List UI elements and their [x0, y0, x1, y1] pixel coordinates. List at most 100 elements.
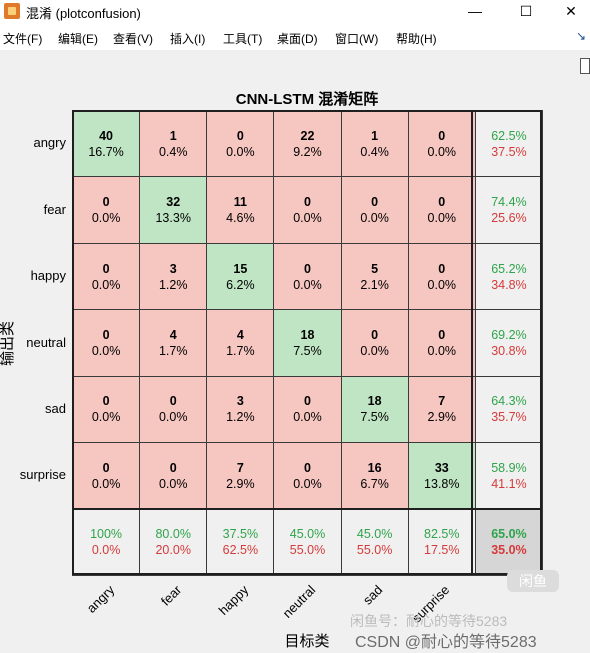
window-title: 混淆 (plotconfusion) — [26, 6, 141, 21]
cell-percent: 1.7% — [158, 343, 188, 358]
cell-percent: 4.6% — [226, 211, 255, 226]
close-button[interactable]: ✕ — [565, 2, 577, 19]
column-summary-cell: 80.0% 20.0% — [139, 508, 208, 576]
row-error: 37.5% — [491, 144, 527, 159]
overall-accuracy-cell: 65.0% 35.0% — [474, 508, 543, 576]
watermark-faint-text: 闲鱼号：耐心的等待5283 — [350, 613, 508, 629]
menu-desktop[interactable]: 桌面(D) — [277, 32, 318, 46]
matrix-cell: 0 0.0% — [72, 442, 141, 510]
row-summary-cell: 65.2% 34.8% — [474, 242, 543, 311]
cell-count: 0 — [304, 195, 311, 210]
column-error: 55.0% — [356, 543, 393, 558]
matrix-cell: 0 0.0% — [139, 442, 208, 510]
cell-count: 16 — [367, 460, 382, 475]
row-error: 41.1% — [491, 476, 527, 491]
menu-edit[interactable]: 编辑(E) — [58, 32, 98, 46]
cell-count: 40 — [99, 128, 114, 143]
row-precision: 58.9% — [491, 460, 527, 475]
cell-count: 0 — [371, 195, 379, 210]
row-precision: 69.2% — [491, 327, 527, 342]
cell-percent: 0.0% — [427, 144, 457, 159]
matrix-cell: 7 2.9% — [206, 442, 275, 510]
cell-percent: 0.0% — [226, 144, 255, 159]
cell-percent: 0.4% — [360, 144, 389, 159]
column-recall: 45.0% — [289, 527, 326, 542]
row-summary-cell: 64.3% 35.7% — [474, 375, 543, 444]
matrix-cell: 0 0.0% — [273, 242, 342, 311]
row-error: 34.8% — [491, 277, 527, 292]
column-error: 17.5% — [424, 543, 460, 558]
matrix-cell: 40 16.7% — [72, 110, 141, 178]
cell-count: 0 — [438, 261, 446, 276]
cell-count: 22 — [300, 128, 315, 143]
column-error: 55.0% — [289, 543, 326, 558]
column-error: 62.5% — [222, 543, 259, 558]
cell-percent: 0.4% — [158, 144, 188, 159]
cell-count: 3 — [236, 394, 244, 409]
dock-arrow-icon[interactable]: ↘ — [575, 29, 586, 43]
matrix-cell: 0 0.0% — [407, 309, 476, 377]
cell-percent: 6.2% — [226, 277, 255, 292]
matrix-cell: 0 0.0% — [139, 375, 208, 444]
menu-help[interactable]: 帮助(H) — [396, 32, 437, 46]
maximize-button[interactable]: ☐ — [519, 2, 533, 19]
menu-file[interactable]: 文件(F) — [3, 32, 43, 46]
matrix-cell: 5 2.1% — [340, 242, 409, 311]
matrix-cell: 3 1.2% — [206, 375, 275, 444]
minimize-button[interactable]: — — [468, 3, 482, 19]
matrix-cell: 16 6.7% — [340, 442, 409, 510]
cell-percent: 0.0% — [91, 211, 121, 226]
matrix-cell: 33 13.8% — [407, 442, 476, 510]
cell-count: 1 — [169, 128, 177, 143]
cell-count: 33 — [434, 460, 449, 475]
x-axis-label: 目标类 — [284, 633, 330, 650]
watermark-text: CSDN @耐心的等待5283 — [355, 634, 537, 651]
cell-percent: 9.2% — [293, 144, 322, 159]
menu-insert[interactable]: 插入(I) — [170, 32, 206, 46]
cell-percent: 2.9% — [226, 476, 255, 491]
cell-count: 0 — [169, 460, 177, 475]
cell-count: 11 — [233, 195, 247, 210]
matrix-cell: 0 0.0% — [273, 442, 342, 510]
cell-count: 0 — [438, 195, 446, 210]
plot-title: CNN-LSTM 混淆矩阵 — [235, 91, 379, 108]
row-precision: 65.2% — [491, 261, 527, 276]
menu-window[interactable]: 窗口(W) — [335, 32, 379, 46]
cell-percent: 0.0% — [360, 211, 389, 226]
cell-percent: 0.0% — [91, 343, 121, 358]
column-summary-cell: 45.0% 55.0% — [340, 508, 409, 576]
matrix-cell: 0 0.0% — [72, 309, 141, 377]
matrix-cell: 1 0.4% — [139, 110, 208, 178]
row-class-label: neutral — [26, 334, 66, 350]
row-summary-cell: 74.4% 25.6% — [474, 176, 543, 244]
cell-percent: 13.3% — [155, 211, 191, 226]
confusion-matrix-grid: 40 16.7% 1 0.4% 0 0.0% 22 9.2% 1 0.4% 0 0.0% 62.5% 37… — [72, 110, 543, 576]
menu-view[interactable]: 查看(V) — [113, 32, 153, 46]
row-class-label: fear — [43, 201, 66, 217]
matrix-cell: 18 7.5% — [273, 309, 342, 377]
row-class-label: sad — [45, 400, 66, 416]
cell-count: 0 — [304, 394, 311, 409]
cell-count: 0 — [304, 261, 311, 276]
window-titlebar: 混淆 (plotconfusion) — ☐ ✕ — [0, 0, 590, 22]
cell-percent: 0.0% — [293, 277, 322, 292]
overall-error: 35.0% — [491, 543, 527, 558]
summary-row-separator — [72, 508, 542, 510]
matrix-cell: 0 0.0% — [407, 242, 476, 311]
matrix-cell: 4 1.7% — [206, 309, 275, 377]
toolbar-stub-icon[interactable] — [580, 58, 590, 74]
row-class-label: happy — [30, 268, 66, 284]
cell-percent: 0.0% — [293, 211, 322, 226]
cell-count: 4 — [169, 327, 177, 342]
cell-count: 32 — [166, 195, 181, 210]
column-recall: 82.5% — [424, 527, 460, 542]
column-summary-cell: 37.5% 62.5% — [206, 508, 275, 576]
column-error: 20.0% — [155, 543, 191, 558]
cell-percent: 0.0% — [427, 343, 457, 358]
row-error: 25.6% — [491, 211, 527, 226]
menu-tools[interactable]: 工具(T) — [223, 32, 263, 46]
cell-count: 0 — [102, 327, 110, 342]
cell-count: 3 — [169, 261, 177, 276]
cell-percent: 16.7% — [88, 144, 124, 159]
cell-percent: 2.9% — [427, 410, 457, 425]
